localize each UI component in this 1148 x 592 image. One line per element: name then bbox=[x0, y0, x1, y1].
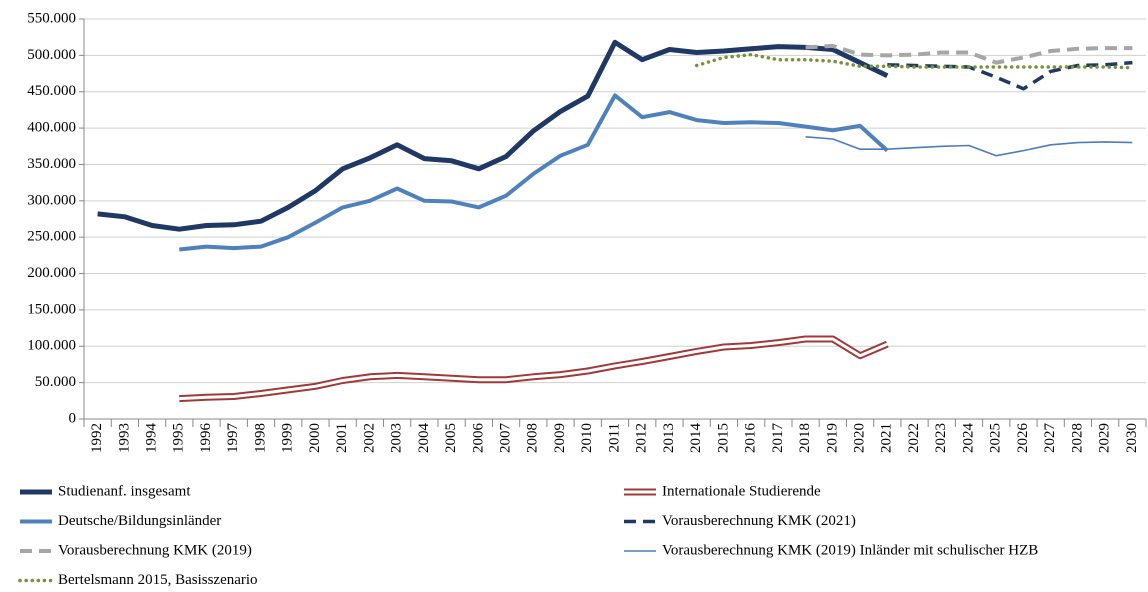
series-line bbox=[179, 93, 889, 252]
x-tick-label: 2010 bbox=[579, 423, 595, 453]
x-tick-label: 1997 bbox=[225, 423, 241, 454]
series-line bbox=[805, 136, 1133, 157]
y-tick-label: 550.000 bbox=[27, 10, 76, 26]
x-tick-label: 2016 bbox=[743, 423, 759, 454]
series-line bbox=[694, 52, 1135, 70]
x-tick-label: 2019 bbox=[824, 423, 840, 453]
x-tick-label: 2020 bbox=[852, 423, 868, 453]
x-tick-label: 2014 bbox=[688, 423, 704, 454]
x-tick-label: 1998 bbox=[252, 423, 268, 453]
series-line bbox=[97, 39, 889, 232]
x-tick-label: 2018 bbox=[797, 423, 813, 453]
x-tick-label: 2006 bbox=[470, 423, 486, 454]
x-tick-label: 1994 bbox=[144, 423, 160, 454]
x-tick-label: 2025 bbox=[988, 423, 1004, 453]
x-tick-label: 2004 bbox=[416, 423, 432, 454]
series-line-inner bbox=[179, 337, 888, 401]
x-tick-label: 2027 bbox=[1042, 423, 1058, 454]
y-tick-label: 400.000 bbox=[27, 120, 76, 136]
y-tick-label: 150.000 bbox=[27, 301, 76, 317]
x-tick-label: 2024 bbox=[960, 423, 976, 454]
series-line bbox=[805, 43, 1133, 65]
x-tick-label: 2017 bbox=[770, 423, 786, 454]
x-tick-label: 2011 bbox=[606, 423, 622, 452]
series-line bbox=[887, 60, 1133, 91]
legend-label: Studienanf. insgesamt bbox=[58, 483, 191, 499]
x-tick-label: 2015 bbox=[715, 423, 731, 453]
x-tick-label: 2013 bbox=[661, 423, 677, 453]
x-tick-label: 2009 bbox=[552, 423, 568, 453]
y-tick-label: 500.000 bbox=[27, 47, 76, 63]
x-tick-label: 2029 bbox=[1097, 423, 1113, 453]
y-tick-label: 300.000 bbox=[27, 192, 76, 208]
x-tick-label: 1993 bbox=[116, 423, 132, 453]
legend-label: Bertelsmann 2015, Basisszenario bbox=[58, 572, 258, 588]
x-tick-label: 2021 bbox=[879, 423, 895, 453]
legend-label: Vorausberechnung KMK (2021) bbox=[662, 513, 856, 529]
legend-label: Vorausberechnung KMK (2019) bbox=[58, 542, 252, 558]
y-tick-label: 250.000 bbox=[27, 229, 76, 245]
x-tick-label: 1992 bbox=[89, 423, 105, 453]
y-tick-label: 100.000 bbox=[27, 338, 76, 354]
x-tick-label: 2002 bbox=[361, 423, 377, 453]
x-tick-label: 2026 bbox=[1015, 423, 1031, 454]
x-tick-label: 2030 bbox=[1124, 423, 1140, 453]
y-tick-label: 350.000 bbox=[27, 156, 76, 172]
x-tick-label: 2007 bbox=[498, 423, 514, 454]
legend-label: Vorausberechnung KMK (2019) Inländer mit… bbox=[662, 542, 1038, 558]
x-tick-label: 2000 bbox=[307, 423, 323, 453]
x-tick-label: 2028 bbox=[1069, 423, 1085, 453]
legend-label: Deutsche/Bildungsinländer bbox=[58, 513, 221, 529]
x-tick-label: 2005 bbox=[443, 423, 459, 453]
y-tick-label: 450.000 bbox=[27, 83, 76, 99]
x-tick-label: 2012 bbox=[634, 423, 650, 453]
y-tick-label: 0 bbox=[69, 410, 77, 426]
y-tick-label: 50.000 bbox=[35, 374, 76, 390]
x-tick-label: 2003 bbox=[389, 423, 405, 453]
x-tick-label: 2023 bbox=[933, 423, 949, 453]
legend-label: Internationale Studierende bbox=[662, 483, 821, 499]
x-tick-label: 2001 bbox=[334, 423, 350, 453]
x-tick-label: 1995 bbox=[171, 423, 187, 453]
y-tick-label: 200.000 bbox=[27, 265, 76, 281]
x-tick-label: 1996 bbox=[198, 423, 214, 454]
x-tick-label: 2008 bbox=[525, 423, 541, 453]
x-tick-label: 1999 bbox=[280, 423, 296, 453]
x-tick-label: 2022 bbox=[906, 423, 922, 453]
